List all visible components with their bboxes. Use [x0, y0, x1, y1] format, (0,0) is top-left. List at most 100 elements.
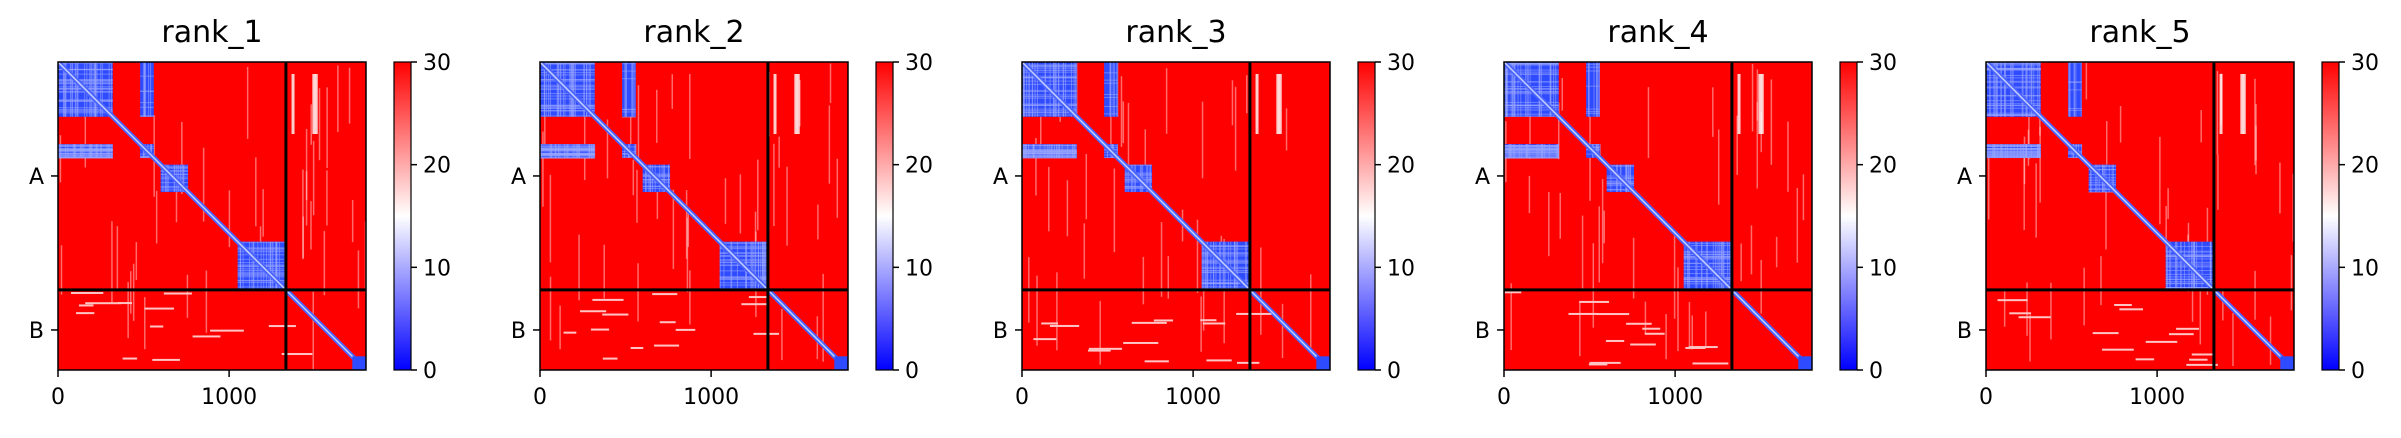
block-texture: [2022, 62, 2024, 117]
streak: [1110, 104, 1112, 153]
colorbar-tick-label: 20: [1387, 154, 1415, 179]
block-texture: [540, 145, 595, 147]
block-texture: [642, 182, 671, 184]
colorbar-tick-label: 20: [1869, 154, 1897, 179]
panel-5: rank_5 0 1000 A B 0 10 20 30: [1957, 15, 2379, 410]
speckle: [1041, 322, 1059, 325]
block-texture: [1610, 164, 1612, 193]
streak: [687, 208, 690, 247]
speckle: [630, 346, 644, 349]
block-texture: [540, 93, 595, 95]
block-texture: [242, 241, 244, 290]
block-texture: [1201, 252, 1250, 254]
block-texture: [540, 149, 595, 151]
streak: [1309, 274, 1312, 352]
block-texture: [2165, 282, 2214, 284]
heatmap-2: [540, 62, 848, 370]
streak: [1802, 174, 1805, 221]
domain-block: [834, 356, 848, 370]
block-texture: [1986, 68, 2041, 70]
streak: [1647, 87, 1650, 159]
block-texture: [583, 62, 585, 117]
speckle: [2168, 333, 2194, 336]
block-texture: [1504, 148, 1559, 150]
block-texture: [1201, 241, 1203, 290]
streak: [2269, 316, 2272, 365]
block-texture: [586, 62, 588, 117]
block-texture: [58, 155, 113, 157]
domain-block: [1798, 356, 1812, 370]
block-texture: [2019, 144, 2021, 158]
block-texture: [1026, 62, 1028, 117]
block-texture: [1716, 241, 1718, 290]
speckle: [76, 312, 95, 315]
block-texture: [58, 109, 113, 111]
block-texture: [632, 62, 634, 117]
block-texture: [58, 100, 113, 102]
block-texture: [1022, 112, 1077, 114]
block-texture: [1994, 62, 1996, 117]
streak: [686, 217, 689, 293]
block-texture: [762, 241, 764, 290]
block-texture: [1149, 164, 1151, 193]
block-texture: [622, 63, 636, 65]
plot-frame: [57, 61, 367, 371]
block-texture: [1504, 152, 1559, 154]
block-texture: [1597, 62, 1599, 117]
block-texture: [1727, 241, 1729, 290]
domain-block: [352, 356, 366, 370]
block-texture: [719, 270, 768, 272]
streak: [2119, 105, 2122, 143]
streak: [2050, 282, 2052, 340]
block-texture: [2068, 81, 2082, 83]
block-texture: [1022, 71, 1077, 73]
streak: [155, 190, 158, 244]
block-texture: [1993, 62, 1995, 117]
block-texture: [668, 164, 670, 193]
block-texture: [1201, 286, 1250, 288]
block-texture: [150, 144, 152, 158]
block-texture: [140, 115, 154, 117]
block-texture: [91, 62, 93, 117]
domain-block: [1316, 356, 1330, 370]
speckle: [2191, 353, 2215, 356]
block-texture: [1596, 62, 1598, 117]
colorbar-tick-label: 20: [905, 154, 933, 179]
streak: [262, 189, 264, 237]
block-texture: [540, 154, 595, 156]
y-tick-label: A: [993, 165, 1008, 190]
block-texture: [1022, 83, 1077, 85]
block-texture: [1625, 164, 1627, 193]
block-texture: [2165, 270, 2214, 272]
block-texture: [1055, 62, 1057, 117]
x-tick-label: 0: [1015, 385, 1029, 410]
streak: [1712, 87, 1714, 137]
streak: [1688, 301, 1691, 350]
block-texture: [1201, 281, 1250, 283]
block-texture: [590, 144, 592, 158]
streak: [1770, 79, 1773, 165]
streak: [836, 158, 839, 218]
block-texture: [652, 164, 654, 193]
block-texture: [540, 80, 595, 82]
block-texture: [1684, 241, 1686, 290]
block-texture: [65, 62, 67, 117]
speckle: [1033, 338, 1057, 341]
block-texture: [1558, 144, 1560, 158]
block-texture: [2080, 62, 2082, 117]
block-texture: [58, 62, 113, 64]
block-texture: [237, 251, 286, 253]
block-texture: [237, 279, 286, 281]
streak: [84, 81, 87, 168]
streak: [828, 105, 831, 184]
speckle: [2135, 358, 2155, 361]
streak: [1561, 78, 1564, 111]
block-texture: [140, 75, 154, 77]
streak: [739, 174, 742, 234]
block-texture: [64, 62, 66, 117]
block-texture: [1024, 62, 1026, 117]
streak: [1099, 300, 1101, 365]
x-tick-label: 0: [533, 385, 547, 410]
streak: [1736, 115, 1738, 176]
block-texture: [540, 72, 595, 74]
